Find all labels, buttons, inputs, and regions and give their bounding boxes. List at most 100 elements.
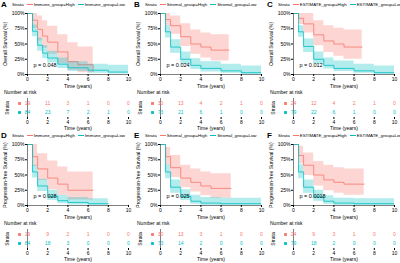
svg-text:22: 22 bbox=[311, 109, 317, 115]
svg-text:4: 4 bbox=[67, 76, 70, 82]
svg-text:50%: 50% bbox=[147, 172, 158, 178]
svg-text:0: 0 bbox=[107, 100, 110, 106]
svg-text:0: 0 bbox=[26, 76, 29, 82]
svg-text:6: 6 bbox=[333, 109, 336, 115]
svg-text:2: 2 bbox=[179, 76, 182, 82]
svg-text:1: 1 bbox=[353, 109, 356, 115]
svg-text:6: 6 bbox=[87, 207, 90, 213]
svg-text:50%: 50% bbox=[14, 41, 25, 47]
svg-text:Progression-free Survival (%): Progression-free Survival (%) bbox=[135, 142, 141, 208]
svg-text:0: 0 bbox=[127, 231, 130, 237]
svg-text:2: 2 bbox=[220, 100, 223, 106]
svg-text:Strata: Strata bbox=[137, 101, 143, 115]
svg-text:25%: 25% bbox=[14, 187, 25, 193]
svg-text:2: 2 bbox=[200, 240, 203, 246]
svg-text:4: 4 bbox=[333, 207, 336, 213]
svg-text:Progression-free Survival (%): Progression-free Survival (%) bbox=[268, 142, 274, 208]
svg-text:1: 1 bbox=[87, 100, 90, 106]
svg-text:10: 10 bbox=[259, 76, 265, 82]
svg-text:100%: 100% bbox=[12, 10, 25, 16]
svg-text:Time (years): Time (years) bbox=[197, 256, 225, 262]
svg-text:21: 21 bbox=[178, 109, 184, 115]
svg-text:10: 10 bbox=[392, 250, 398, 256]
svg-text:25%: 25% bbox=[280, 187, 291, 193]
svg-text:6: 6 bbox=[200, 109, 203, 115]
svg-text:2: 2 bbox=[333, 240, 336, 246]
svg-text:0: 0 bbox=[260, 240, 263, 246]
svg-text:9: 9 bbox=[46, 231, 49, 237]
svg-text:8: 8 bbox=[373, 207, 376, 213]
svg-text:p = 0.025: p = 0.025 bbox=[167, 193, 190, 199]
svg-text:50%: 50% bbox=[14, 172, 25, 178]
svg-text:p = 0.028: p = 0.028 bbox=[34, 193, 57, 199]
svg-text:0: 0 bbox=[393, 100, 396, 106]
svg-text:50%: 50% bbox=[280, 41, 291, 47]
svg-text:Time (years): Time (years) bbox=[330, 125, 358, 131]
svg-text:8: 8 bbox=[107, 207, 110, 213]
svg-text:2: 2 bbox=[312, 207, 315, 213]
svg-text:1: 1 bbox=[353, 231, 356, 237]
svg-text:9: 9 bbox=[312, 231, 315, 237]
svg-text:Strata: Strata bbox=[137, 232, 143, 246]
svg-text:Strata: Strata bbox=[4, 101, 10, 115]
svg-text:2: 2 bbox=[46, 207, 49, 213]
svg-text:13: 13 bbox=[178, 100, 184, 106]
svg-text:73: 73 bbox=[158, 109, 164, 115]
svg-text:100%: 100% bbox=[12, 141, 25, 147]
svg-text:0: 0 bbox=[26, 207, 29, 213]
svg-text:0: 0 bbox=[393, 231, 396, 237]
svg-text:8: 8 bbox=[240, 207, 243, 213]
svg-text:Overall Survival (%): Overall Survival (%) bbox=[268, 22, 274, 67]
svg-text:Time (years): Time (years) bbox=[64, 83, 92, 89]
svg-text:11: 11 bbox=[45, 100, 50, 106]
svg-text:10: 10 bbox=[392, 119, 398, 125]
svg-text:25%: 25% bbox=[14, 56, 25, 62]
svg-text:0: 0 bbox=[292, 250, 295, 256]
svg-text:2: 2 bbox=[179, 250, 182, 256]
svg-text:10: 10 bbox=[259, 250, 265, 256]
svg-text:0: 0 bbox=[373, 109, 376, 115]
svg-text:0: 0 bbox=[107, 231, 110, 237]
svg-text:2: 2 bbox=[179, 119, 182, 125]
svg-text:2: 2 bbox=[312, 76, 315, 82]
svg-text:75%: 75% bbox=[147, 156, 158, 162]
svg-text:1: 1 bbox=[107, 109, 110, 115]
svg-text:2: 2 bbox=[67, 231, 70, 237]
svg-text:1: 1 bbox=[373, 100, 376, 106]
svg-text:1: 1 bbox=[240, 100, 243, 106]
svg-text:0: 0 bbox=[373, 240, 376, 246]
svg-text:0: 0 bbox=[240, 240, 243, 246]
svg-text:0: 0 bbox=[127, 100, 130, 106]
svg-text:10: 10 bbox=[126, 119, 132, 125]
svg-text:8: 8 bbox=[240, 250, 243, 256]
svg-text:19: 19 bbox=[25, 100, 31, 106]
svg-text:3: 3 bbox=[333, 231, 336, 237]
svg-text:19: 19 bbox=[25, 231, 31, 237]
svg-text:4: 4 bbox=[67, 207, 70, 213]
svg-text:75%: 75% bbox=[14, 156, 25, 162]
svg-text:3: 3 bbox=[67, 100, 70, 106]
svg-text:100%: 100% bbox=[145, 10, 158, 16]
svg-text:6: 6 bbox=[87, 76, 90, 82]
svg-text:84: 84 bbox=[25, 240, 31, 246]
svg-text:0: 0 bbox=[159, 207, 162, 213]
svg-text:2: 2 bbox=[46, 119, 49, 125]
svg-text:2: 2 bbox=[312, 250, 315, 256]
svg-text:0: 0 bbox=[87, 240, 90, 246]
svg-text:8: 8 bbox=[373, 250, 376, 256]
svg-text:0: 0 bbox=[107, 240, 110, 246]
svg-text:0: 0 bbox=[292, 207, 295, 213]
svg-text:0: 0 bbox=[127, 109, 130, 115]
svg-text:6: 6 bbox=[353, 207, 356, 213]
svg-text:0: 0 bbox=[127, 240, 130, 246]
svg-text:Strata: Strata bbox=[4, 232, 10, 246]
svg-text:0: 0 bbox=[26, 250, 29, 256]
svg-text:0%: 0% bbox=[150, 71, 158, 77]
svg-text:10: 10 bbox=[392, 207, 398, 213]
svg-text:Time (years): Time (years) bbox=[64, 125, 92, 131]
svg-text:3: 3 bbox=[67, 240, 70, 246]
svg-text:23: 23 bbox=[45, 109, 51, 115]
svg-text:6: 6 bbox=[220, 207, 223, 213]
svg-text:6: 6 bbox=[353, 76, 356, 82]
svg-text:2: 2 bbox=[46, 250, 49, 256]
